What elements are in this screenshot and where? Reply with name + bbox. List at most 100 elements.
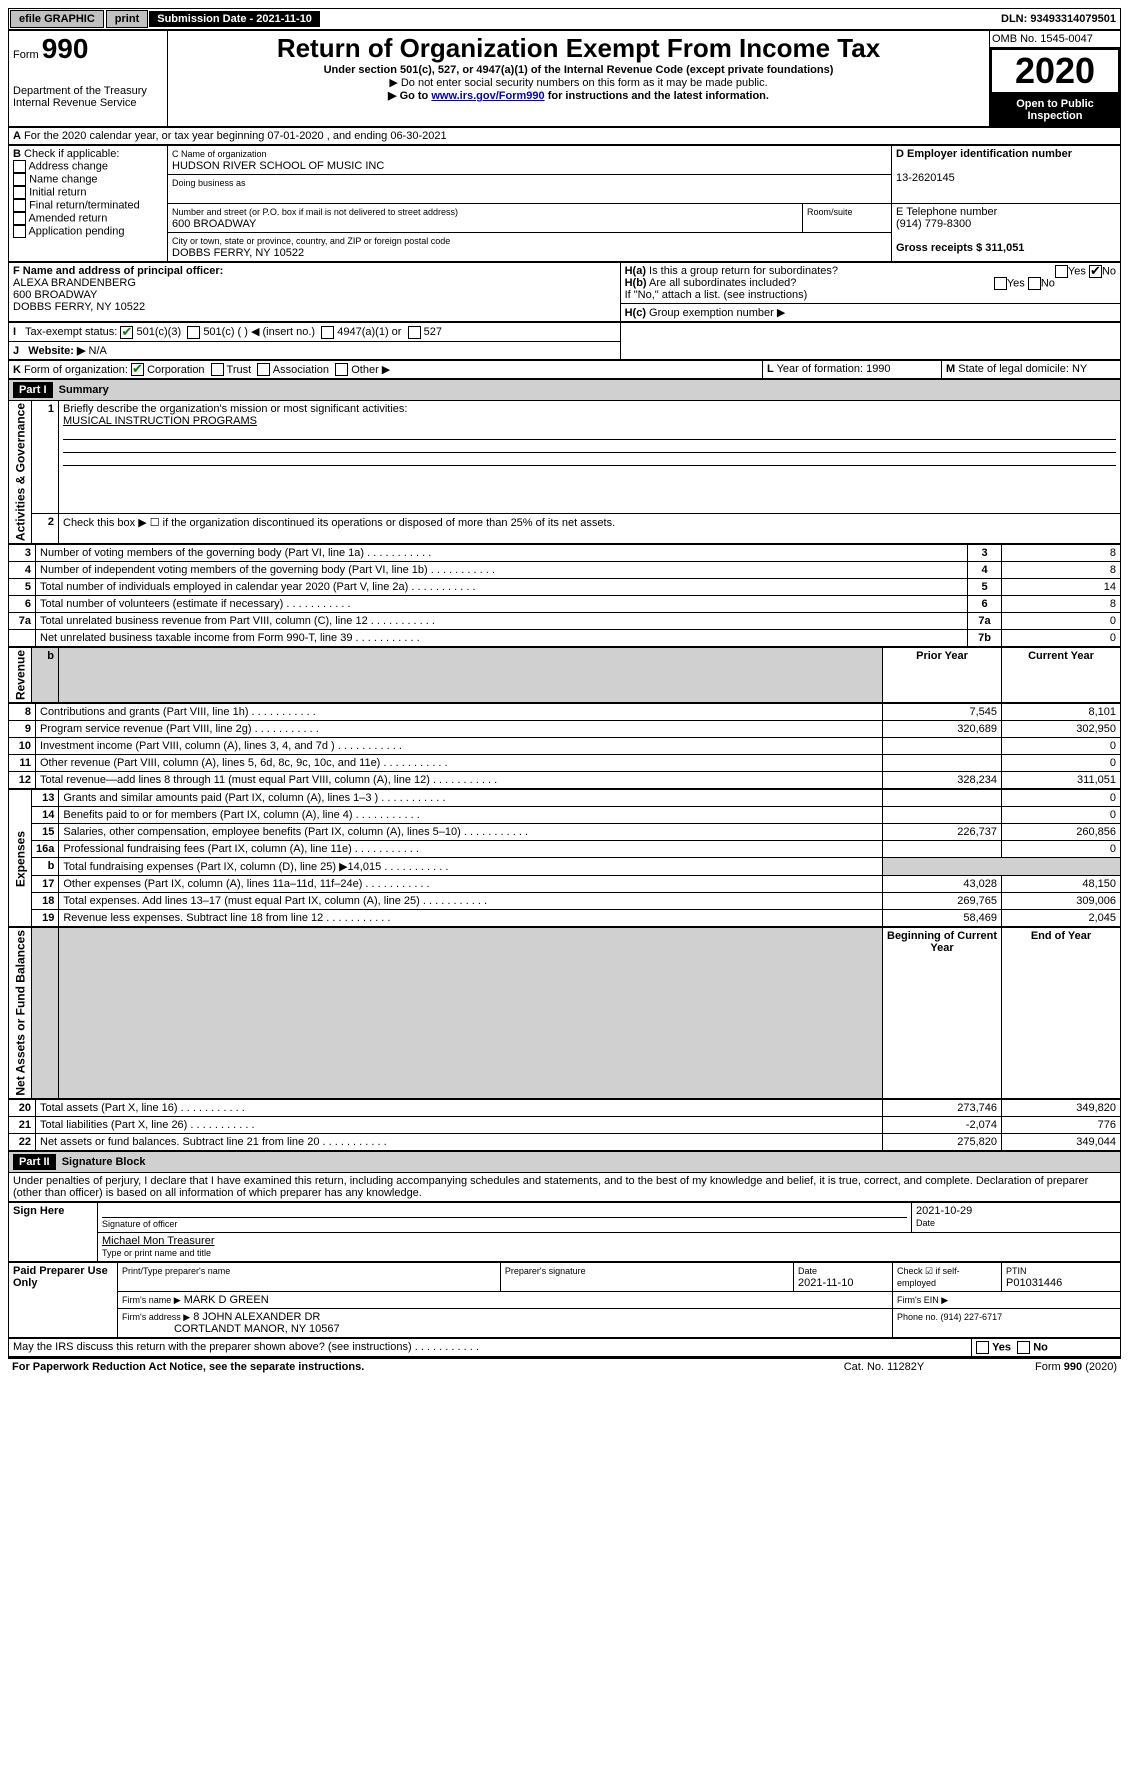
- revenue-table: 8Contributions and grants (Part VIII, li…: [8, 703, 1121, 789]
- line-text: Total liabilities (Part X, line 26): [36, 1116, 883, 1133]
- discuss-no-checkbox[interactable]: [1017, 1341, 1030, 1354]
- irs-link[interactable]: www.irs.gov/Form990: [431, 90, 544, 102]
- ssn-note: ▶ Do not enter social security numbers o…: [172, 76, 985, 89]
- form-header: Form 990 Department of the Treasury Inte…: [8, 30, 1121, 127]
- governance-table: 3Number of voting members of the governi…: [8, 544, 1121, 647]
- row-value: 0: [1002, 613, 1121, 630]
- firm-ein-label: Firm's EIN ▶: [897, 1295, 948, 1305]
- 4947-checkbox[interactable]: [321, 326, 334, 339]
- state-domicile: State of legal domicile: NY: [958, 363, 1087, 375]
- hb-no-checkbox[interactable]: [1028, 277, 1041, 290]
- row-value: 0: [1002, 630, 1121, 647]
- subordinates-question: Are all subordinates included?: [649, 277, 796, 289]
- final-return-checkbox[interactable]: [13, 199, 26, 212]
- line-number: 10: [9, 738, 36, 755]
- assoc-checkbox[interactable]: [257, 363, 270, 376]
- line-text: Total revenue—add lines 8 through 11 (mu…: [36, 772, 883, 789]
- officer-typed-name: Michael Mon Treasurer: [102, 1235, 215, 1247]
- expenses-table: Expenses13Grants and similar amounts pai…: [8, 789, 1121, 927]
- line-number: 4: [9, 562, 36, 579]
- form-subtitle: Under section 501(c), 527, or 4947(a)(1)…: [172, 64, 985, 76]
- prior-value: 328,234: [883, 772, 1002, 789]
- line-number: 7a: [9, 613, 36, 630]
- line-text: Total number of volunteers (estimate if …: [36, 596, 968, 613]
- side-label: Expenses: [9, 790, 32, 927]
- application-pending-checkbox[interactable]: [13, 225, 26, 238]
- current-value: 48,150: [1002, 876, 1121, 893]
- current-value: 0: [1002, 841, 1121, 858]
- discuss-question: May the IRS discuss this return with the…: [9, 1338, 972, 1356]
- line-text: Investment income (Part VIII, column (A)…: [36, 738, 883, 755]
- prior-value: [883, 755, 1002, 772]
- hb-yes-checkbox[interactable]: [994, 277, 1007, 290]
- submission-date: Submission Date - 2021-11-10: [149, 11, 320, 27]
- hb-note: If "No," attach a list. (see instruction…: [625, 289, 808, 301]
- address-change-checkbox[interactable]: [13, 160, 26, 173]
- addr-label: Number and street (or P.O. box if mail i…: [172, 207, 458, 217]
- current-value: 0: [1002, 807, 1121, 824]
- part1-badge: Part I: [13, 382, 53, 398]
- firm-name-label: Firm's name ▶: [122, 1295, 181, 1305]
- row-num: 7a: [968, 613, 1002, 630]
- ha-no-checkbox[interactable]: [1089, 265, 1102, 278]
- current-value: 302,950: [1002, 721, 1121, 738]
- current-value: 349,044: [1002, 1133, 1121, 1150]
- line-number: 20: [9, 1099, 36, 1116]
- trust-checkbox[interactable]: [211, 363, 224, 376]
- line-text: Salaries, other compensation, employee b…: [59, 824, 883, 841]
- line-text: Revenue less expenses. Subtract line 18 …: [59, 910, 883, 927]
- line-text: Number of voting members of the governin…: [36, 545, 968, 562]
- tax-year: 2020: [990, 48, 1120, 94]
- part2-badge: Part II: [13, 1154, 56, 1170]
- paid-preparer-label: Paid Preparer Use Only: [9, 1262, 118, 1337]
- footer-right: Form 990 (2020): [963, 1358, 1121, 1375]
- line-text: Professional fundraising fees (Part IX, …: [59, 841, 883, 858]
- form-title: Return of Organization Exempt From Incom…: [172, 33, 985, 64]
- prior-value: 275,820: [883, 1133, 1002, 1150]
- ha-yes-checkbox[interactable]: [1055, 265, 1068, 278]
- initial-return-checkbox[interactable]: [13, 186, 26, 199]
- row-num: 5: [968, 579, 1002, 596]
- org-name: HUDSON RIVER SCHOOL OF MUSIC INC: [172, 160, 384, 172]
- current-value: 349,820: [1002, 1099, 1121, 1116]
- 501c-checkbox[interactable]: [187, 326, 200, 339]
- other-checkbox[interactable]: [335, 363, 348, 376]
- current-value: 311,051: [1002, 772, 1121, 789]
- line-text: Total expenses. Add lines 13–17 (must eq…: [59, 893, 883, 910]
- line-text: Total fundraising expenses (Part IX, col…: [59, 858, 883, 876]
- date-label: Date: [916, 1218, 935, 1228]
- top-toolbar: efile GRAPHIC print Submission Date - 20…: [8, 8, 1121, 30]
- firm-phone: Phone no. (914) 227-6717: [897, 1312, 1002, 1322]
- officer-label: F Name and address of principal officer:: [13, 265, 223, 277]
- name-change-checkbox[interactable]: [13, 173, 26, 186]
- revenue-label: Revenue: [9, 648, 32, 703]
- city-value: DOBBS FERRY, NY 10522: [172, 247, 304, 259]
- prior-value: 43,028: [883, 876, 1002, 893]
- net-assets-table: 20Total assets (Part X, line 16)273,7463…: [8, 1099, 1121, 1151]
- sig-date: 2021-10-29: [916, 1205, 972, 1217]
- 501c3-checkbox[interactable]: [120, 326, 133, 339]
- prior-value: [883, 841, 1002, 858]
- row-value: 8: [1002, 545, 1121, 562]
- firm-addr2: CORTLANDT MANOR, NY 10567: [174, 1323, 340, 1335]
- discuss-yes-checkbox[interactable]: [976, 1341, 989, 1354]
- amended-return-checkbox[interactable]: [13, 212, 26, 225]
- check-applicable-label: Check if applicable:: [24, 148, 119, 160]
- corp-checkbox[interactable]: [131, 363, 144, 376]
- prior-value: 269,765: [883, 893, 1002, 910]
- ptin-value: P01031446: [1006, 1277, 1062, 1289]
- row-value: 14: [1002, 579, 1121, 596]
- 527-checkbox[interactable]: [408, 326, 421, 339]
- efile-button[interactable]: efile GRAPHIC: [10, 10, 104, 28]
- row-num: 3: [968, 545, 1002, 562]
- current-value: 2,045: [1002, 910, 1121, 927]
- current-value: 776: [1002, 1116, 1121, 1133]
- open-public-badge: Open to Public Inspection: [990, 94, 1120, 126]
- pp-date: 2021-11-10: [798, 1277, 853, 1289]
- mission-text: MUSICAL INSTRUCTION PROGRAMS: [63, 415, 257, 427]
- line-number: [9, 630, 36, 647]
- current-value: 0: [1002, 790, 1121, 807]
- activities-governance-label: Activities & Governance: [9, 401, 32, 544]
- line-number: 18: [32, 893, 59, 910]
- print-button[interactable]: print: [106, 10, 148, 28]
